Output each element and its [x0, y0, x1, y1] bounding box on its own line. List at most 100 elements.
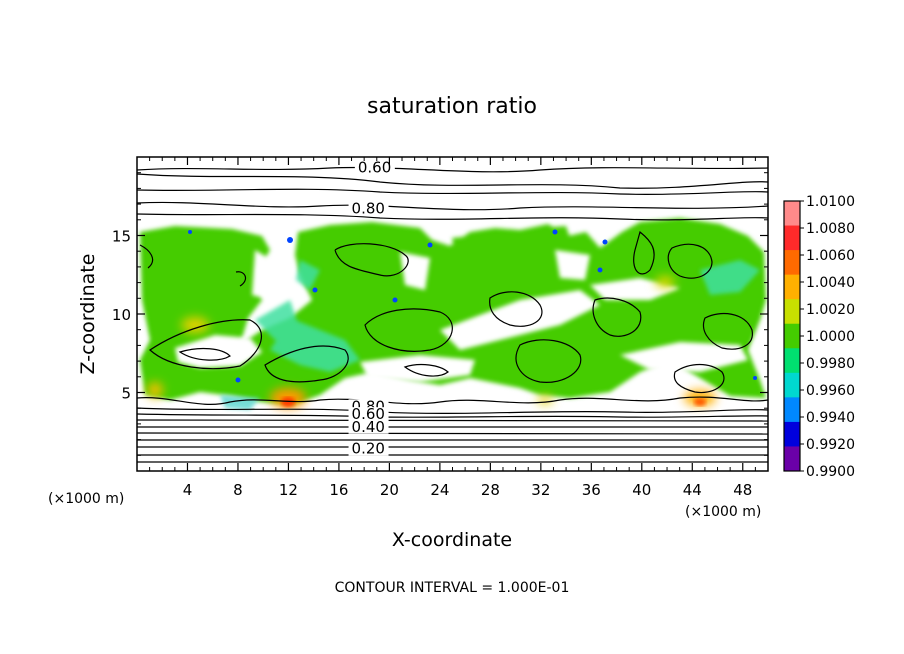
contour-line — [178, 347, 231, 361]
cloud-region — [540, 226, 572, 250]
colorbar-label: 1.0060 — [806, 248, 855, 264]
high-saturation-spot — [655, 276, 675, 288]
plot-area: 0.600.800.800.600.400.20 — [136, 156, 769, 472]
speckle — [392, 297, 398, 303]
contour-line — [137, 413, 768, 418]
x-unit-right: (×1000 m) — [685, 504, 761, 520]
x-tick-label: 8 — [233, 481, 243, 499]
dry-gap — [360, 355, 475, 382]
contour-label-bg — [348, 441, 389, 456]
colorbar-swatch — [784, 348, 800, 374]
contour-line — [137, 419, 768, 422]
y-tick-label: 10 — [112, 306, 131, 324]
speckle — [602, 239, 608, 245]
contour-label-bg — [348, 407, 389, 422]
colorbar-label: 1.0080 — [806, 221, 855, 237]
high-saturation-spot — [147, 382, 163, 398]
speckle — [597, 267, 603, 273]
colorbar-swatch — [784, 446, 800, 472]
cloud-region — [452, 234, 500, 258]
contour-line — [149, 319, 262, 370]
high-saturation-core — [694, 398, 706, 406]
colorbar-swatch — [784, 299, 800, 325]
contour-line — [673, 363, 725, 394]
contour-label: 0.40 — [352, 418, 385, 436]
dry-gap — [400, 252, 430, 290]
colorbar-swatch — [784, 274, 800, 300]
y-tick-label: 15 — [112, 228, 131, 246]
contour-line — [667, 243, 713, 279]
contour-labels: 0.600.800.800.600.400.20 — [348, 159, 395, 458]
speckle — [753, 376, 757, 380]
x-axis: 4 8 12 16 20 24 28 32 36 40 44 48 — [149, 157, 756, 499]
colorbar-label: 0.9920 — [806, 437, 855, 453]
contour-line — [364, 308, 453, 352]
low-saturation-speckles — [188, 229, 757, 383]
x-tick-label: 28 — [481, 481, 500, 499]
x-tick-label: 40 — [632, 481, 651, 499]
contour-line — [137, 213, 768, 221]
contour-line — [139, 230, 655, 287]
speckle — [552, 229, 558, 235]
contour-line — [137, 396, 768, 405]
colorbar-label: 0.9900 — [806, 464, 855, 480]
contour-line — [403, 363, 449, 377]
y-tick-label: 5 — [121, 385, 131, 403]
colorbar-label: 0.9980 — [806, 356, 855, 372]
speckle — [287, 237, 293, 243]
x-tick-label: 20 — [380, 481, 399, 499]
colorbar-label: 1.0040 — [806, 275, 855, 291]
contour-line — [137, 201, 768, 211]
high-saturation-spot — [181, 317, 209, 333]
contour-label-bg — [348, 419, 389, 434]
contour-label: 0.60 — [352, 405, 385, 423]
saturation-field — [137, 166, 768, 463]
edge-region — [255, 300, 300, 340]
speckle — [188, 230, 192, 234]
contour-lines — [137, 166, 768, 463]
contour-label: 0.80 — [352, 200, 385, 218]
contour-line — [592, 297, 642, 337]
contour-line — [489, 291, 543, 327]
contour-line — [137, 173, 768, 189]
colorbar: 1.0100 1.0080 1.0060 1.0040 1.0020 1.0000 0.99… — [783, 194, 855, 480]
x-tick-label: 32 — [531, 481, 550, 499]
speckle — [312, 287, 318, 293]
colorbar-swatch — [784, 225, 800, 251]
contour-line — [137, 407, 768, 415]
contour-line — [137, 166, 768, 173]
footer-contour-interval: CONTOUR INTERVAL = 1.000E-01 — [335, 580, 570, 596]
colorbar-swatch — [784, 421, 800, 447]
x-tick-label: 44 — [683, 481, 702, 499]
dry-gap — [440, 290, 600, 350]
y-axis: 5 10 15 — [112, 172, 768, 456]
colorbar-label: 1.0100 — [806, 194, 855, 210]
colorbar-swatch — [784, 397, 800, 423]
dry-gap — [555, 250, 590, 280]
x-tick-label: 4 — [183, 481, 193, 499]
contour-line — [515, 339, 582, 383]
x-unit-left: (×1000 m) — [48, 491, 124, 507]
dry-gap — [620, 342, 748, 372]
dry-gap — [252, 250, 275, 300]
contour-label-bg — [354, 160, 395, 175]
chart-title: saturation ratio — [367, 94, 537, 119]
edge-region — [296, 260, 320, 290]
contour-label: 0.60 — [358, 159, 391, 177]
edge-region — [700, 260, 760, 295]
colorbar-label: 1.0000 — [806, 329, 855, 345]
colorbar-swatch — [784, 250, 800, 276]
x-tick-label: 24 — [430, 481, 449, 499]
contour-line — [264, 345, 349, 383]
colorbar-swatch — [784, 323, 800, 349]
x-tick-label: 12 — [279, 481, 298, 499]
dry-gap — [175, 335, 262, 368]
contour-line — [137, 188, 768, 196]
colorbar-label: 1.0020 — [806, 302, 855, 318]
x-axis-label: X-coordinate — [392, 529, 512, 551]
contour-label-bg — [348, 201, 389, 216]
contour-line — [137, 432, 768, 435]
x-tick-label: 48 — [733, 481, 752, 499]
colorbar-label: 0.9940 — [806, 410, 855, 426]
